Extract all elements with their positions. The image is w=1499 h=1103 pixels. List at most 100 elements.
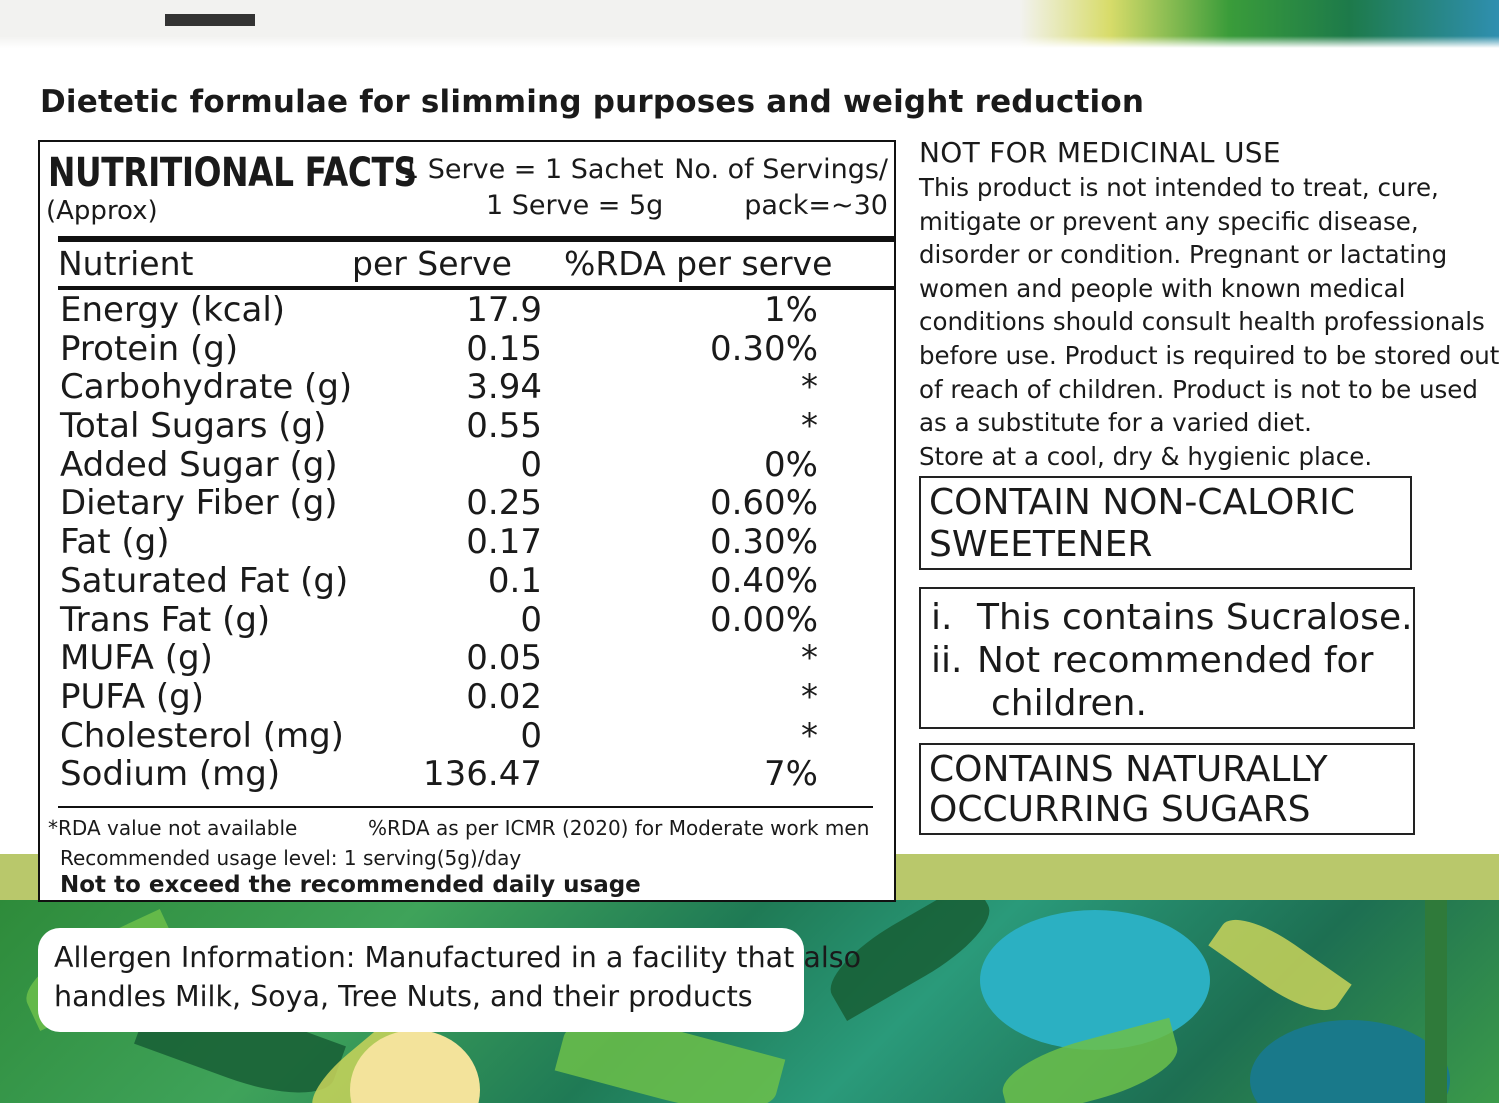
allergen-line: Allergen Information: Manufactured in a …: [54, 941, 862, 974]
product-heading: Dietetic formulae for slimming purposes …: [40, 84, 1145, 120]
nutrient-name: Fat (g): [60, 522, 170, 563]
allergen-line: handles Milk, Soya, Tree Nuts, and their…: [54, 980, 753, 1013]
nutrient-rda: *: [801, 367, 818, 408]
top-strip-fade: [0, 36, 1499, 48]
warning-line: women and people with known medical: [919, 273, 1406, 303]
sucralose-notice: i. This contains Sucralose. ii. Not reco…: [919, 587, 1415, 729]
nutrient-rda: 0.40%: [709, 560, 818, 601]
warning-title: NOT FOR MEDICINAL USE: [919, 136, 1281, 169]
nutrient-rda: 1%: [764, 290, 818, 330]
warning-line: as a substitute for a varied diet.: [919, 408, 1312, 438]
nutrient-table: Energy (kcal) 17.9 1% Protein (g) 0.15 0.30%…: [58, 290, 894, 795]
nutrient-value: 0: [520, 599, 542, 640]
table-row: Saturated Fat (g) 0.1 0.40%: [58, 560, 894, 601]
nutrient-value: 0.55: [466, 406, 542, 447]
allergen-info: Allergen Information: Manufactured in a …: [38, 928, 862, 1032]
nutrient-rda: *: [801, 638, 818, 679]
table-row: Total Sugars (g) 0.55 *: [58, 406, 894, 447]
nutrient-value: 0: [520, 444, 542, 485]
bamboo-stem: [1425, 900, 1447, 1103]
table-row: Carbohydrate (g) 3.94 *: [58, 367, 894, 408]
sugars-line: OCCURRING SUGARS: [929, 789, 1311, 830]
nutrient-name: Added Sugar (g): [60, 444, 338, 485]
icmr-footnote: %RDA as per ICMR (2020) for Moderate wor…: [368, 816, 870, 840]
lotus-leaf-shape: [1250, 1020, 1450, 1103]
nutrient-rda: 0.30%: [709, 328, 818, 369]
nutrient-rda: *: [801, 715, 818, 756]
header-rule: [58, 236, 894, 242]
package-top-strip: [0, 0, 1499, 48]
table-row: Protein (g) 0.15 0.30%: [58, 328, 894, 369]
nutrition-facts-panel: NUTRITIONAL FACTS (Approx) 1 Serve = 1 S…: [38, 140, 896, 902]
warning-line: before use. Product is required to be st…: [919, 340, 1499, 370]
sweetener-notice: CONTAIN NON-CALORIC SWEETENER: [919, 476, 1412, 570]
sweetener-line: SWEETENER: [929, 524, 1153, 565]
nutrient-value: 0: [520, 715, 542, 756]
column-header-rda: %RDA per serve: [564, 244, 833, 283]
package-top-tag: [165, 14, 255, 26]
sugars-notice: CONTAINS NATURALLY OCCURRING SUGARS: [919, 743, 1415, 835]
nutrient-rda: 0.30%: [709, 522, 818, 563]
nutrient-value: 0.1: [487, 560, 542, 601]
column-header-nutrient: Nutrient: [58, 244, 194, 283]
nutrient-rda: 0.60%: [709, 483, 818, 524]
nutrient-name: PUFA (g): [60, 676, 205, 717]
nutrient-name: Cholesterol (mg): [60, 715, 344, 756]
table-row: PUFA (g) 0.02 *: [58, 676, 894, 717]
nutrient-name: Sodium (mg): [60, 754, 281, 795]
table-row: Trans Fat (g) 0 0.00%: [58, 599, 894, 640]
usage-warning: Not to exceed the recommended daily usag…: [60, 872, 641, 898]
servings-count: pack=~30: [744, 190, 888, 221]
nutrient-name: Saturated Fat (g): [60, 560, 349, 601]
nutrient-value: 0.05: [466, 638, 542, 679]
children-line: Not recommended for: [977, 640, 1374, 681]
nutrient-name: Carbohydrate (g): [60, 367, 353, 408]
nutrient-value: 136.47: [423, 754, 542, 795]
table-bottom-rule: [58, 806, 873, 808]
warning-text: This product is not intended to treat, c…: [919, 171, 1499, 473]
nutrient-name: Dietary Fiber (g): [60, 483, 338, 524]
children-line: children.: [991, 683, 1147, 724]
usage-level: Recommended usage level: 1 serving(5g)/d…: [60, 846, 522, 870]
nutrient-rda: 0.00%: [709, 599, 818, 640]
table-row: Cholesterol (mg) 0 *: [58, 715, 894, 756]
table-row: Added Sugar (g) 0 0%: [58, 444, 894, 485]
nutrient-value: 0.15: [466, 328, 542, 369]
nutrient-value: 17.9: [466, 290, 542, 330]
nutrient-name: Energy (kcal): [60, 290, 286, 330]
nutrient-name: Protein (g): [60, 328, 239, 369]
servings-label: No. of Servings/: [674, 154, 888, 185]
table-row: Sodium (mg) 136.47 7%: [58, 754, 894, 795]
table-row: Energy (kcal) 17.9 1%: [58, 290, 894, 330]
warning-line: of reach of children. Product is not to …: [919, 374, 1478, 404]
warning-line: Store at a cool, dry & hygienic place.: [919, 441, 1373, 471]
nutrient-name: MUFA (g): [60, 638, 213, 679]
serve-definition: 1 Serve = 1 Sachet: [402, 154, 664, 185]
nutrient-rda: 7%: [764, 754, 818, 795]
nutrient-value: 0.17: [466, 522, 542, 563]
warning-line: disorder or condition. Pregnant or lacta…: [919, 240, 1448, 270]
table-row: MUFA (g) 0.05 *: [58, 638, 894, 679]
column-header-per-serve: per Serve: [352, 244, 512, 283]
list-marker: ii.: [931, 640, 963, 681]
nutrition-title: NUTRITIONAL FACTS: [48, 150, 417, 196]
nutrient-value: 3.94: [466, 367, 542, 408]
lotus-leaf-shape: [980, 910, 1210, 1050]
nutrient-rda: *: [801, 406, 818, 447]
nutrient-rda: 0%: [764, 444, 818, 485]
nutrient-name: Trans Fat (g): [60, 599, 271, 640]
leaf-shape: [1208, 904, 1352, 1026]
rda-footnote: *RDA value not available: [48, 816, 298, 840]
warning-line: This product is not intended to treat, c…: [919, 173, 1439, 202]
table-row: Dietary Fiber (g) 0.25 0.60%: [58, 483, 894, 524]
sugars-line: CONTAINS NATURALLY: [929, 749, 1328, 790]
table-row: Fat (g) 0.17 0.30%: [58, 522, 894, 563]
nutrient-value: 0.02: [466, 676, 542, 717]
warning-line: mitigate or prevent any specific disease…: [919, 206, 1419, 236]
nutrient-value: 0.25: [466, 483, 542, 524]
nutrient-name: Total Sugars (g): [60, 406, 327, 447]
column-header-rule: [58, 286, 894, 290]
sucralose-line: This contains Sucralose.: [977, 597, 1413, 638]
list-marker: i.: [931, 597, 953, 638]
warning-line: conditions should consult health profess…: [919, 307, 1485, 337]
